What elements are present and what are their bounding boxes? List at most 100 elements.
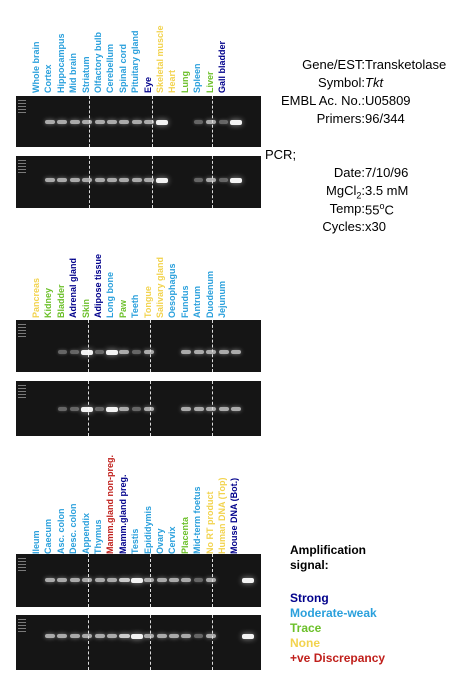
legend-trace: Trace	[290, 621, 322, 635]
pcr-band	[94, 120, 105, 124]
pcr-band	[218, 407, 229, 411]
pcr-band	[106, 350, 118, 355]
mgcl2-row: MgCl2: 3.5 mM	[262, 183, 467, 201]
lane-label: Cerebellum	[105, 43, 116, 93]
pcr-band	[130, 634, 143, 639]
lane-label: Paw	[117, 299, 128, 318]
ladder-band	[18, 558, 26, 559]
lane-label: Heart	[167, 69, 178, 93]
temp-row: Temp: 55oC	[262, 201, 467, 219]
pcr-band	[95, 350, 105, 354]
ladder-band	[18, 166, 26, 167]
pcr-band	[82, 634, 93, 638]
date-row: Date: 7/10/96	[262, 165, 467, 183]
lane-label: Gall bladder	[217, 40, 227, 93]
panel-3-lane-labels: Ileum Caecum Asc. colon Desc. colon Appendix…	[31, 455, 271, 555]
temp-unit: C	[384, 202, 394, 218]
group-divider	[152, 156, 153, 208]
legend-discrepancy: +ve Discrepancy	[290, 651, 386, 665]
mgcl2-subscript: 2	[356, 190, 362, 201]
pcr-band	[169, 634, 179, 638]
lane-label: Spleen	[192, 63, 203, 93]
pcr-band	[156, 634, 167, 638]
temp-degree: o	[379, 201, 385, 211]
pcr-band	[181, 578, 192, 582]
lane-label: Skin	[80, 298, 91, 318]
symbol-row: Symbol: Tkt	[262, 75, 467, 93]
pcr-band	[144, 634, 155, 638]
date-value: 7/10/96	[365, 165, 409, 180]
panel-1-gel-top	[16, 96, 261, 147]
ladder-band	[18, 631, 26, 632]
pcr-band	[119, 178, 130, 182]
group-divider	[150, 615, 151, 670]
ladder-band	[18, 394, 26, 395]
pcr-band	[45, 634, 55, 638]
date-label: Date:	[333, 165, 365, 180]
group-divider	[212, 156, 213, 208]
pcr-band	[70, 407, 80, 411]
lane-label: Hippocampus	[55, 33, 66, 93]
ladder-band	[18, 391, 26, 392]
lane-label: Long bone	[105, 272, 116, 318]
lane-label: No RT product	[204, 491, 215, 555]
pcr-band	[107, 178, 117, 182]
lane-label: Duodenum	[204, 271, 215, 318]
group-divider	[212, 320, 213, 372]
lane-label: Fundus	[179, 285, 190, 319]
mgcl2-colon: :	[361, 183, 365, 198]
lane-label: Lung	[179, 71, 190, 93]
pcr-band	[107, 634, 117, 638]
lane-label: Asc. colon	[55, 508, 66, 554]
group-divider	[212, 615, 213, 670]
lane-label: Bladder	[55, 284, 66, 318]
ladder-band	[18, 622, 26, 623]
lane-label: Epididymis	[142, 505, 153, 554]
ladder-band	[18, 106, 26, 107]
pcr-band	[69, 634, 80, 638]
pcr-band	[194, 178, 204, 182]
pcr-band	[231, 407, 241, 411]
legend-none: None	[290, 636, 320, 650]
panel-2-lane-labels: Pancreas Kidney Bladder Adrenal gland Skin Ad…	[31, 228, 261, 318]
group-divider	[150, 320, 151, 372]
symbol-value: Tkt	[365, 75, 384, 90]
gene-info-table: Gene/EST: Transketolase Symbol: Tkt EMBL…	[262, 57, 467, 129]
pcr-band	[94, 578, 105, 582]
pcr-band	[242, 578, 255, 583]
ladder-band	[18, 330, 26, 331]
lane-label: Thymus	[93, 519, 103, 554]
ladder-band	[18, 625, 26, 626]
dna-ladder	[18, 100, 26, 115]
lane-label: Liver	[204, 71, 215, 93]
mgcl2-label: MgCl2:	[326, 183, 365, 201]
ladder-band	[18, 564, 26, 565]
pcr-band	[45, 578, 55, 582]
pcr-band	[144, 120, 155, 124]
lane-label: Olfactory bulb	[93, 31, 103, 93]
gene-value: Transketolase	[365, 57, 447, 72]
pcr-band	[57, 578, 68, 582]
dna-ladder	[18, 160, 26, 175]
pcr-band	[118, 578, 130, 582]
lane-label: Eye	[142, 76, 153, 93]
embl-value: U05809	[365, 93, 411, 108]
lane-label: Whole brain	[31, 41, 41, 94]
pcr-band	[219, 120, 229, 124]
pcr-band	[130, 578, 143, 583]
embl-label: EMBL Ac. No.:	[280, 93, 365, 108]
mgcl2-label-text: MgCl	[326, 183, 357, 198]
pcr-band	[219, 178, 229, 182]
lane-label: Desc. colon	[68, 503, 79, 554]
ladder-band	[18, 100, 26, 101]
pcr-band	[193, 407, 204, 411]
cycles-value: x30	[365, 219, 386, 234]
ladder-band	[18, 103, 26, 104]
pcr-band	[81, 407, 94, 412]
ladder-band	[18, 385, 26, 386]
embl-row: EMBL Ac. No.: U05809	[262, 93, 467, 111]
pcr-band	[155, 120, 168, 125]
lane-label: Striatum	[80, 56, 91, 93]
pcr-band	[95, 407, 105, 411]
symbol-label: Symbol:	[318, 75, 365, 90]
